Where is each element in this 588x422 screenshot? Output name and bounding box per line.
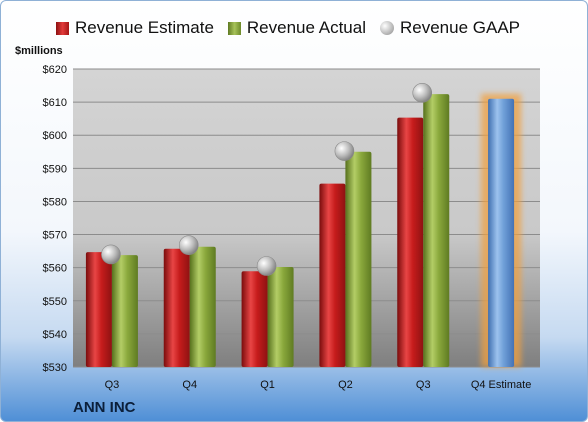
company-name: ANN INC	[73, 399, 136, 416]
bar-revenue-estimate	[319, 183, 346, 367]
point-revenue-gaap	[101, 244, 121, 265]
y-tick-label: $560	[43, 263, 67, 275]
y-tick-label: $570	[43, 230, 67, 242]
x-tick-label: Q2	[338, 379, 353, 391]
legend-item-actual: Revenue Actual	[227, 18, 366, 38]
point-revenue-gaap	[334, 141, 355, 161]
legend-label-actual: Revenue Actual	[246, 18, 366, 37]
point-revenue-gaap	[178, 235, 199, 255]
legend-swatch-gaap	[380, 21, 394, 35]
legend-label-gaap: Revenue GAAP	[400, 18, 521, 37]
y-tick-label: $540	[43, 329, 67, 341]
y-tick-label: $600	[43, 130, 67, 142]
y-axis-unit-label: $millions	[15, 45, 63, 57]
x-tick-label: Q3	[416, 379, 431, 391]
y-tick-label: $610	[43, 97, 67, 109]
point-revenue-gaap	[412, 83, 433, 103]
legend-item-estimate: Revenue Estimate	[56, 18, 214, 38]
bar-revenue-actual	[189, 246, 216, 367]
y-tick-label: $530	[43, 362, 67, 374]
legend-swatch-actual	[227, 21, 241, 35]
bar-revenue-estimate	[241, 271, 268, 367]
point-revenue-gaap	[256, 256, 277, 276]
bar-revenue-actual	[267, 267, 294, 367]
y-tick-label: $550	[43, 296, 67, 308]
plot-area	[73, 69, 540, 367]
bar-revenue-actual	[423, 94, 450, 368]
legend: Revenue Estimate Revenue Actual Revenue …	[56, 18, 534, 38]
bar-revenue-estimate	[85, 252, 112, 367]
bar-revenue-estimate	[397, 117, 424, 367]
bar-revenue-actual	[111, 255, 138, 367]
legend-label-estimate: Revenue Estimate	[75, 18, 214, 37]
y-tick-label: $620	[43, 64, 67, 76]
y-tick-label: $580	[43, 196, 67, 208]
bar-revenue-forecast	[488, 98, 515, 368]
x-tick-label: Q3	[105, 379, 120, 391]
x-tick-label: Q1	[260, 379, 275, 391]
bar-revenue-actual	[345, 151, 372, 367]
bar-revenue-estimate	[163, 248, 190, 367]
x-tick-label: Q4	[182, 379, 197, 391]
y-tick-label: $590	[43, 163, 67, 175]
x-tick-label: Q4 Estimate	[471, 379, 532, 391]
legend-swatch-estimate	[56, 21, 69, 35]
legend-item-gaap: Revenue GAAP	[380, 18, 520, 38]
